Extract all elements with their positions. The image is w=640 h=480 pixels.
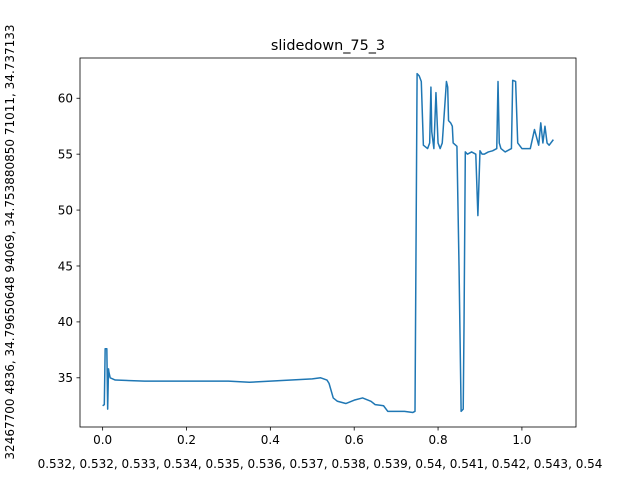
- series-line-0: [102, 72, 554, 414]
- y-axis-ticks: 35 40 45 50 55 60: [58, 92, 80, 385]
- plot-area: [80, 58, 576, 427]
- x-tick-label: 1.0: [512, 433, 531, 447]
- x-tick-label: 0.6: [345, 433, 364, 447]
- x-tick-label: 0.2: [177, 433, 196, 447]
- y-tick-label: 50: [58, 203, 73, 217]
- y-tick-label: 45: [58, 259, 73, 273]
- x-tick-label: 0.8: [429, 433, 448, 447]
- y-axis-label: 32467700 4836, 34.79650648 94069, 34.753…: [3, 24, 17, 459]
- x-axis-ticks: 0.0 0.2 0.4 0.6 0.8 1.0: [93, 427, 531, 447]
- x-tick-label: 0.0: [93, 433, 112, 447]
- x-tick-label: 0.4: [261, 433, 280, 447]
- plot-frame: [79, 57, 577, 428]
- series-layer: [102, 72, 554, 414]
- chart-title: slidedown_75_3: [271, 38, 385, 54]
- y-tick-label: 55: [58, 147, 73, 161]
- y-tick-label: 40: [58, 315, 73, 329]
- x-axis-label: 0.532, 0.532, 0.533, 0.534, 0.535, 0.536…: [38, 457, 603, 471]
- y-tick-label: 35: [58, 371, 73, 385]
- y-tick-label: 60: [58, 92, 73, 106]
